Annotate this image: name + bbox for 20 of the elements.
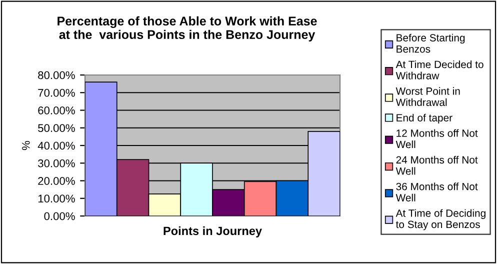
legend-label: At Time of Deciding to Stay on Benzos — [396, 209, 486, 230]
legend-label: Before Starting Benzos — [396, 34, 465, 53]
legend-label: End of taper — [396, 114, 452, 124]
legend-label: 12 Months off Not Well — [396, 129, 478, 148]
y-tick-label: 50.00% — [38, 124, 75, 132]
legend-label: Worst Point in Withdrawal — [396, 87, 460, 106]
y-tick-label: 40.00% — [38, 142, 75, 150]
y-tick-label: 70.00% — [38, 88, 75, 97]
y-tick-label: 20.00% — [38, 177, 75, 185]
legend-label: 36 Months off Not Well — [396, 182, 478, 202]
y-tick-label: 60.00% — [38, 106, 75, 114]
y-tick-label: 0.00% — [44, 212, 75, 220]
chart-title: Percentage of those Able to Work with Ease at the various Points in the Benzo Journey — [58, 16, 317, 42]
legend-label: At Time Decided to Withdraw — [396, 60, 484, 80]
y-axis-title: % — [22, 140, 30, 150]
legend-label: 24 Months off Not Well — [396, 156, 478, 175]
y-tick-label: 80.00% — [38, 71, 75, 80]
y-tick-label: 10.00% — [38, 194, 75, 203]
x-axis-title: Points in Journey — [164, 226, 262, 238]
y-tick-label: 30.00% — [38, 159, 75, 168]
